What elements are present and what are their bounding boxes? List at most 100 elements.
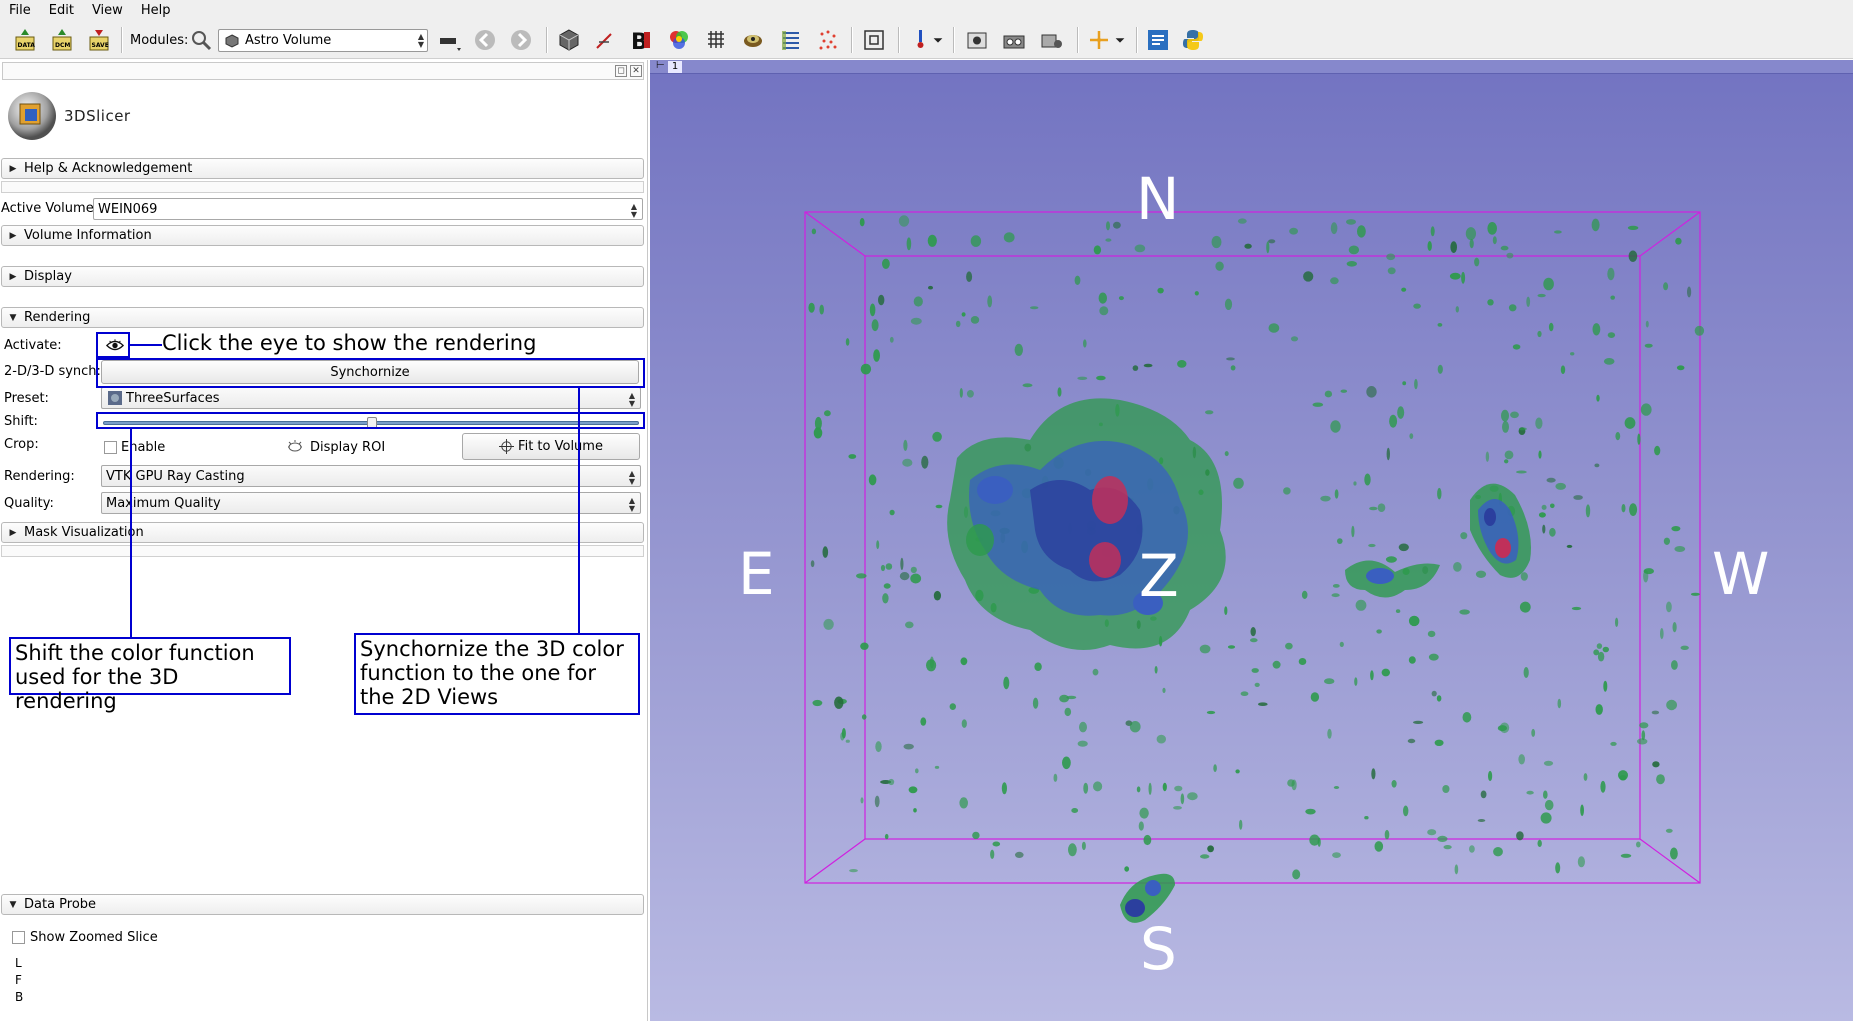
noise-blob — [1670, 847, 1678, 860]
close-icon[interactable]: ✕ — [630, 65, 642, 77]
noise-blob — [811, 228, 817, 235]
grid-icon[interactable] — [703, 27, 729, 53]
noise-blob — [878, 294, 885, 306]
toolbar: DATA DCM SAVE Modules: Astro Volume ▲ ▼ B — [0, 21, 1853, 59]
models-icon[interactable] — [740, 27, 766, 53]
noise-blob — [915, 768, 919, 774]
3d-view[interactable]: ⊢ 1 — [650, 60, 1853, 1021]
undock-icon[interactable]: ◻ — [615, 65, 627, 77]
section-rendering[interactable]: ▼ Rendering — [1, 307, 644, 328]
noise-blob — [1526, 296, 1531, 307]
noise-blob — [1285, 642, 1293, 650]
cube-icon[interactable] — [556, 27, 582, 53]
list-icon[interactable] — [778, 27, 804, 53]
layout-icon[interactable] — [436, 27, 462, 53]
noise-blob — [987, 295, 993, 308]
probe-l-label: L — [15, 956, 22, 970]
menu-help[interactable]: Help — [140, 3, 171, 18]
noise-blob — [1557, 698, 1562, 709]
quality-select[interactable]: Maximum Quality ▲ ▼ — [101, 492, 641, 514]
section-help[interactable]: ▶ Help & Acknowledgement — [1, 158, 644, 179]
screenshot-icon[interactable] — [964, 27, 990, 53]
scatter-icon[interactable] — [815, 27, 841, 53]
noise-blob — [1105, 238, 1112, 242]
rendering-method-select[interactable]: VTK GPU Ray Casting ▲ ▼ — [101, 465, 641, 487]
noise-blob — [1237, 218, 1247, 224]
noise-blob — [1268, 323, 1280, 333]
markup-icon[interactable] — [592, 27, 618, 53]
noise-blob — [1200, 854, 1210, 859]
shift-callout-line — [130, 429, 132, 638]
noise-blob — [1508, 304, 1517, 312]
noise-blob — [1603, 358, 1615, 365]
data-icon[interactable]: DATA — [12, 27, 38, 53]
noise-blob — [1162, 782, 1167, 792]
noise-blob — [1663, 282, 1669, 291]
crosshair-icon[interactable] — [1086, 27, 1112, 53]
view-controller-bar: ⊢ 1 — [650, 60, 1853, 74]
noise-blob — [1428, 653, 1439, 661]
python-icon[interactable] — [1180, 27, 1206, 53]
menu-view[interactable]: View — [91, 3, 123, 18]
forward-icon[interactable] — [508, 27, 534, 53]
eye-icon[interactable] — [101, 334, 129, 356]
noise-blob — [1639, 722, 1649, 729]
extension-icon[interactable] — [1145, 27, 1171, 53]
pin-icon[interactable]: ⊢ — [656, 60, 665, 71]
enable-checkbox[interactable] — [104, 441, 117, 454]
noise-blob — [1502, 421, 1509, 433]
noise-blob — [824, 410, 831, 417]
b-icon[interactable]: B — [628, 27, 654, 53]
noise-blob — [1093, 245, 1102, 255]
noise-blob — [1542, 524, 1546, 534]
noise-blob — [1523, 667, 1529, 678]
active-volume-select[interactable]: WEIN069 ▲ ▼ — [93, 198, 643, 220]
section-mask-visualization[interactable]: ▶ Mask Visualization — [1, 522, 644, 543]
save-icon[interactable]: SAVE — [86, 27, 112, 53]
noise-blob — [1526, 790, 1534, 795]
show-zoomed-slice-label: Show Zoomed Slice — [30, 930, 158, 945]
noise-blob — [1499, 722, 1510, 734]
noise-blob — [1596, 643, 1603, 649]
display-roi-eye-icon[interactable] — [286, 438, 304, 456]
noise-blob — [1003, 232, 1015, 243]
scene-icon[interactable] — [1039, 27, 1065, 53]
noise-blob — [1364, 816, 1369, 820]
noise-blob — [1487, 222, 1497, 235]
noise-blob — [1368, 543, 1376, 548]
menu-file[interactable]: File — [9, 3, 31, 18]
colors-icon[interactable] — [666, 27, 692, 53]
search-icon[interactable] — [188, 27, 214, 53]
menu-edit[interactable]: Edit — [48, 3, 74, 18]
modules-select-value: Astro Volume — [245, 33, 332, 48]
fit-icon[interactable] — [861, 27, 887, 53]
spin-arrows-icon: ▲ ▼ — [628, 469, 635, 486]
synchronize-button[interactable]: Synchornize — [101, 360, 639, 384]
modules-select[interactable]: Astro Volume ▲ ▼ — [218, 29, 428, 52]
chevron-down-icon[interactable] — [930, 27, 946, 53]
noise-blob — [1413, 303, 1421, 309]
camera-icon[interactable] — [1001, 27, 1027, 53]
noise-blob — [1077, 376, 1088, 380]
fit-to-volume-button[interactable]: Fit to Volume — [462, 433, 640, 460]
noise-blob — [1449, 272, 1461, 280]
noise-blob — [860, 642, 869, 650]
noise-blob — [1427, 630, 1436, 638]
pointer-icon[interactable] — [908, 27, 934, 53]
preset-select[interactable]: ThreeSurfaces ▲ ▼ — [101, 387, 641, 409]
section-display[interactable]: ▶ Display — [1, 266, 644, 287]
dcm-icon[interactable]: DCM — [49, 27, 75, 53]
noise-blob — [1118, 296, 1124, 301]
noise-blob — [1032, 697, 1039, 709]
section-data-probe[interactable]: ▼ Data Probe — [1, 894, 644, 915]
noise-blob — [1194, 291, 1199, 296]
spin-arrows-icon: ▲ ▼ — [628, 391, 635, 408]
noise-blob — [1022, 383, 1033, 388]
show-zoomed-slice-checkbox[interactable] — [12, 931, 25, 944]
noise-blob — [961, 719, 967, 728]
back-icon[interactable] — [472, 27, 498, 53]
section-volume-info[interactable]: ▶ Volume Information — [1, 225, 644, 246]
noise-blob — [928, 285, 933, 290]
noise-blob — [1462, 712, 1472, 723]
chevron-down-icon[interactable] — [1112, 27, 1128, 53]
